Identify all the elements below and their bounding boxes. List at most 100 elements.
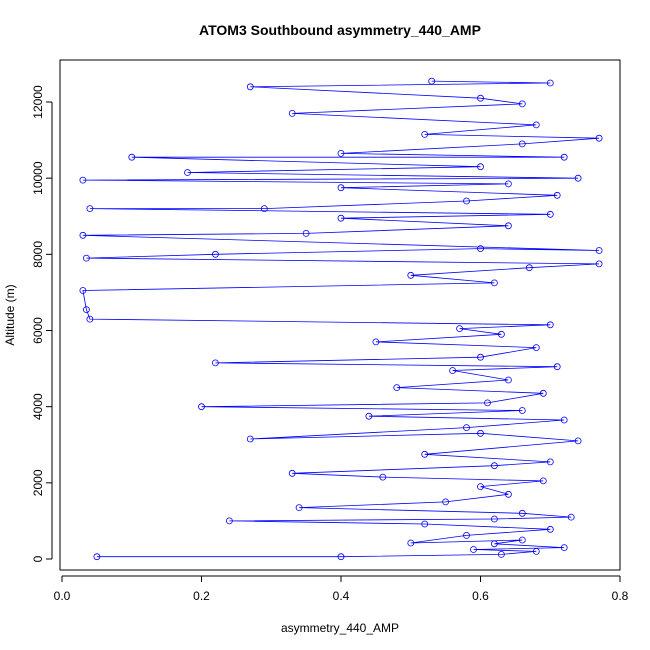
- data-point: [595, 260, 603, 268]
- data-point: [518, 100, 526, 108]
- x-tick-label: 0.4: [333, 589, 350, 603]
- data-point: [86, 315, 94, 323]
- data-point: [288, 110, 296, 117]
- data-point: [497, 330, 505, 338]
- y-tick-label: 10000: [31, 161, 45, 195]
- x-axis: 0.0 0.2 0.4 0.6 0.8: [54, 575, 629, 603]
- data-point: [567, 513, 575, 521]
- data-point: [477, 245, 484, 253]
- data-point: [337, 214, 345, 222]
- data-point: [484, 399, 491, 407]
- data-point: [128, 153, 136, 161]
- x-tick-label: 0.0: [54, 589, 71, 603]
- y-tick-label: 4000: [31, 393, 45, 420]
- data-point: [337, 184, 345, 192]
- data-point: [295, 504, 303, 512]
- data-point: [518, 536, 526, 544]
- data-point: [518, 140, 526, 148]
- data-point: [470, 546, 477, 553]
- data-point: [456, 325, 464, 333]
- data-point: [574, 437, 582, 445]
- data-point: [504, 180, 512, 188]
- x-axis-label: asymmetry_440_AMP: [281, 621, 399, 635]
- data-point: [372, 338, 380, 346]
- data-point: [407, 271, 415, 279]
- data-point: [337, 553, 345, 561]
- data-point: [560, 416, 568, 424]
- data-point: [225, 517, 233, 525]
- data-point: [504, 222, 512, 230]
- data-point: [490, 540, 498, 548]
- data-point: [421, 450, 429, 458]
- data-point: [595, 247, 603, 254]
- y-tick-label: 0: [31, 555, 45, 562]
- data-point: [532, 344, 540, 352]
- data-point: [86, 205, 94, 213]
- data-point: [463, 532, 470, 539]
- data-point: [393, 384, 401, 392]
- data-point: [421, 130, 429, 138]
- data-point: [546, 79, 554, 87]
- data-point: [477, 163, 484, 171]
- data-point: [504, 376, 512, 384]
- y-tick-label: 8000: [31, 241, 45, 268]
- data-point: [449, 367, 457, 374]
- data-point: [546, 458, 554, 466]
- data-point: [79, 176, 87, 184]
- data-point: [260, 205, 268, 213]
- data-point: [477, 429, 484, 437]
- data-point: [477, 94, 484, 102]
- data-point: [246, 83, 254, 91]
- data-point: [525, 264, 533, 272]
- data-point: [477, 483, 484, 491]
- x-tick-label: 0.6: [472, 589, 489, 603]
- data-point: [211, 250, 219, 258]
- data-point: [93, 553, 101, 561]
- data-point: [553, 191, 561, 199]
- data-point: [560, 544, 568, 551]
- x-tick-label: 0.8: [612, 589, 629, 603]
- data-point: [546, 210, 554, 218]
- data-point: [574, 174, 582, 182]
- data-point: [477, 353, 484, 361]
- data-point: [79, 231, 87, 239]
- y-tick-label: 12000: [31, 85, 45, 119]
- data-point: [428, 77, 436, 85]
- data-point: [365, 412, 373, 420]
- data-layer: [79, 77, 603, 561]
- series-line: [82, 80, 600, 558]
- data-point: [211, 359, 219, 367]
- plot-frame: [59, 59, 621, 571]
- data-point: [246, 435, 254, 443]
- data-point: [421, 520, 429, 528]
- y-axis-label: Altitude (m): [3, 284, 17, 345]
- data-point: [490, 515, 498, 523]
- data-point: [553, 363, 561, 371]
- y-axis: 0 2000 4000 6000 8000 10000 12000: [31, 85, 53, 562]
- data-point: [532, 548, 540, 555]
- data-point: [83, 254, 90, 262]
- y-tick-label: 6000: [31, 317, 45, 344]
- data-point: [518, 407, 526, 414]
- data-point: [539, 389, 547, 397]
- data-point: [198, 403, 205, 411]
- data-point: [504, 490, 512, 498]
- data-point: [288, 469, 296, 477]
- data-point: [532, 121, 540, 129]
- chart-title: ATOM3 Southbound asymmetry_440_AMP: [199, 22, 481, 38]
- data-point: [184, 169, 191, 176]
- data-point: [490, 462, 498, 470]
- data-point: [302, 229, 310, 237]
- data-point: [518, 509, 526, 517]
- data-point: [463, 197, 470, 205]
- data-point: [79, 287, 87, 294]
- data-point: [463, 424, 470, 432]
- data-point: [83, 306, 90, 314]
- data-point: [595, 134, 603, 142]
- data-point: [497, 551, 505, 558]
- data-point: [539, 477, 547, 485]
- data-point: [490, 279, 498, 287]
